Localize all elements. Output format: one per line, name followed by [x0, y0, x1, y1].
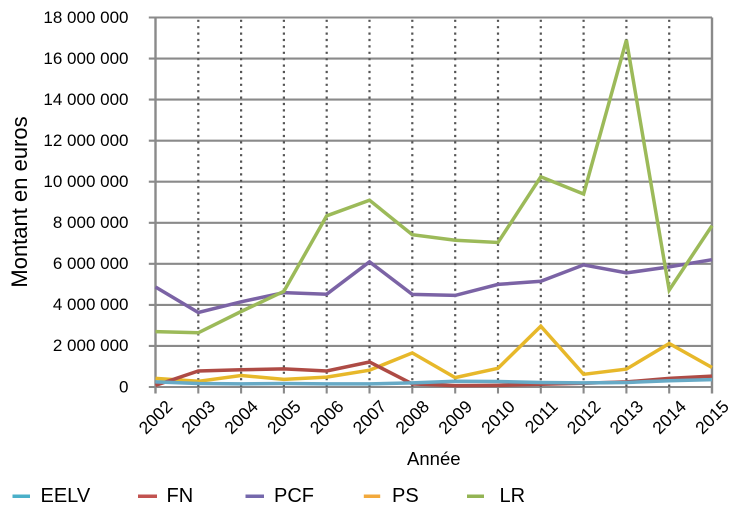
svg-text:2010: 2010	[477, 396, 519, 438]
svg-text:PS: PS	[392, 485, 419, 507]
svg-text:2005: 2005	[263, 396, 305, 438]
svg-text:2004: 2004	[220, 396, 262, 438]
svg-text:2006: 2006	[306, 396, 348, 438]
svg-text:Année: Année	[407, 448, 461, 469]
svg-text:2012: 2012	[563, 396, 605, 438]
svg-text:2002: 2002	[135, 396, 177, 438]
svg-text:0: 0	[119, 377, 128, 396]
svg-text:2013: 2013	[606, 396, 648, 438]
svg-text:14 000 000: 14 000 000	[43, 90, 128, 109]
svg-text:18 000 000: 18 000 000	[43, 8, 128, 27]
svg-text:2003: 2003	[177, 396, 219, 438]
svg-text:4 000 000: 4 000 000	[53, 295, 129, 314]
svg-text:8 000 000: 8 000 000	[53, 213, 129, 232]
svg-text:2014: 2014	[648, 396, 690, 438]
svg-text:10 000 000: 10 000 000	[43, 172, 128, 191]
svg-text:LR: LR	[500, 485, 526, 507]
svg-text:2015: 2015	[691, 396, 733, 438]
svg-text:FN: FN	[167, 485, 194, 507]
svg-text:2 000 000: 2 000 000	[53, 336, 129, 355]
svg-text:Montant en euros: Montant en euros	[7, 116, 32, 287]
svg-text:EELV: EELV	[41, 485, 91, 507]
svg-text:12 000 000: 12 000 000	[43, 131, 128, 150]
svg-text:2008: 2008	[391, 396, 433, 438]
svg-text:2009: 2009	[434, 396, 476, 438]
svg-text:6 000 000: 6 000 000	[53, 254, 129, 273]
svg-text:2007: 2007	[349, 396, 391, 438]
svg-text:16 000 000: 16 000 000	[43, 49, 128, 68]
svg-text:PCF: PCF	[274, 485, 314, 507]
svg-text:2011: 2011	[521, 396, 562, 437]
